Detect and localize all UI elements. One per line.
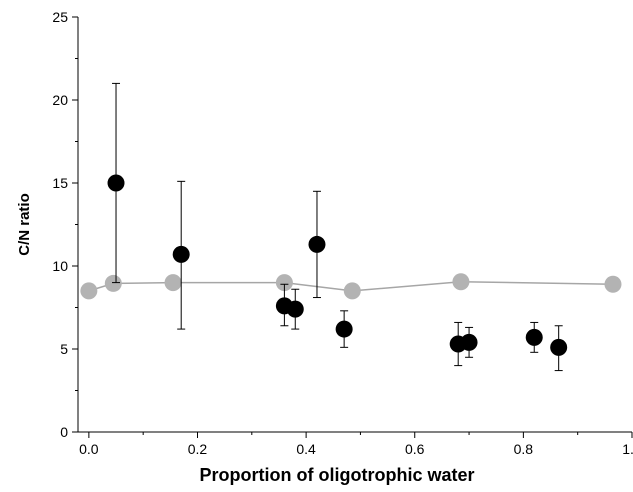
y-tick-label: 15 [52,175,68,191]
x-tick-label: 0.0 [79,441,99,457]
grey-point [104,274,122,292]
x-tick-label: 0.4 [296,441,316,457]
black-point [172,245,190,263]
grey-point [80,282,98,300]
x-tick-label: 1.0 [622,441,633,457]
grey-series [80,273,622,300]
x-tick-label: 0.2 [188,441,208,457]
x-axis-title: Proportion of oligotrophic water [200,465,475,485]
x-tick-label: 0.6 [405,441,425,457]
y-tick-label: 20 [52,92,68,108]
y-tick-label: 5 [60,341,68,357]
grey-point [275,274,293,292]
y-axis-ticks: 0 5 10 15 20 25 [52,9,78,440]
y-tick-label: 0 [60,424,68,440]
y-axis-title: C/N ratio [16,193,33,256]
black-series [107,82,568,372]
black-point [460,333,478,351]
black-point [286,300,304,318]
x-axis-ticks: 0.0 0.2 0.4 0.6 0.8 1.0 [79,432,633,457]
grey-point [164,274,182,292]
black-point [308,235,326,253]
grey-point [452,273,470,291]
black-point [107,174,125,192]
grey-point [343,282,361,300]
grey-point [604,275,622,293]
black-point [335,320,353,338]
x-tick-label: 0.8 [514,441,534,457]
y-tick-label: 25 [52,9,68,25]
black-point [550,338,568,356]
black-point [525,328,543,346]
axes [77,17,632,433]
y-tick-label: 10 [52,258,68,274]
